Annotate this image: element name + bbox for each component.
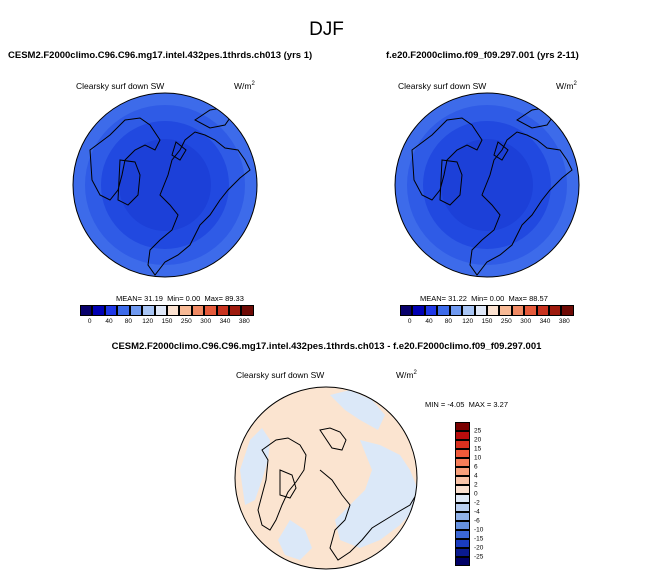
colorbar-swatch xyxy=(104,305,118,316)
left-variable-label: Clearsky surf down SW xyxy=(76,81,165,91)
difference-colorbar-swatch xyxy=(455,521,470,530)
difference-colorbar-swatch xyxy=(455,440,470,449)
colorbar-swatch xyxy=(229,305,242,316)
left-stats: MEAN= 31.19 Min= 0.00 Max= 89.33 xyxy=(116,294,244,303)
colorbar-tick-label: 0 xyxy=(87,318,92,325)
difference-colorbar-tick-label: -6 xyxy=(474,517,480,525)
difference-colorbar-tick-label: 6 xyxy=(474,463,478,471)
colorbar-tick-label: 340 xyxy=(539,318,551,325)
colorbar-swatch xyxy=(80,305,93,316)
right-colorbar-labels: 0 40 80 120 150 250 300 340 380 xyxy=(400,318,574,328)
colorbar-swatch xyxy=(400,305,413,316)
difference-colorbar-swatch xyxy=(455,476,470,485)
colorbar-swatch xyxy=(511,305,525,316)
colorbar-tick-label: 80 xyxy=(124,318,132,325)
colorbar-swatch xyxy=(561,305,574,316)
colorbar-tick-label: 150 xyxy=(481,318,493,325)
difference-variable-label: Clearsky surf down SW xyxy=(236,370,325,380)
difference-colorbar-swatch xyxy=(455,539,470,548)
difference-colorbar-tick-label: 0 xyxy=(474,490,478,498)
difference-colorbar-swatch xyxy=(455,557,470,566)
difference-colorbar-swatch xyxy=(455,431,470,440)
right-case-title: f.e20.F2000climo.f09_f09.297.001 (yrs 2-… xyxy=(386,50,579,61)
colorbar-tick-label: 40 xyxy=(425,318,433,325)
difference-colorbar-swatch xyxy=(455,503,470,512)
difference-colorbar-tick-label: -4 xyxy=(474,508,480,516)
difference-colorbar-swatch xyxy=(455,530,470,539)
colorbar-swatch xyxy=(486,305,500,316)
colorbar-swatch xyxy=(117,305,130,316)
difference-colorbar-tick-label: -15 xyxy=(474,535,484,543)
right-units-label: W/m2 xyxy=(556,81,577,91)
colorbar-swatch xyxy=(524,305,537,316)
difference-colorbar-labels: 25 20 15 10 6 4 2 0 -2 -4 -6 -10 -15 -20 -25 xyxy=(474,422,494,566)
difference-colorbar-tick-label: 10 xyxy=(474,454,482,462)
difference-colorbar-tick-label: -2 xyxy=(474,499,480,507)
colorbar-tick-label: 250 xyxy=(180,318,192,325)
colorbar-swatch xyxy=(412,305,425,316)
difference-colorbar-tick-label: -10 xyxy=(474,526,484,534)
colorbar-tick-label: 0 xyxy=(407,318,412,325)
colorbar-swatch xyxy=(449,305,463,316)
colorbar-swatch xyxy=(437,305,450,316)
colorbar-tick-label: 120 xyxy=(462,318,474,325)
colorbar-tick-label: 40 xyxy=(105,318,113,325)
colorbar-swatch xyxy=(462,305,475,316)
difference-colorbar-tick-label: 2 xyxy=(474,481,478,489)
colorbar-swatch xyxy=(154,305,167,316)
difference-colorbar-tick-label: 15 xyxy=(474,445,482,453)
left-colorbar xyxy=(80,305,254,316)
difference-colorbar-swatch xyxy=(455,422,470,431)
colorbar-swatch xyxy=(204,305,217,316)
difference-colorbar xyxy=(455,422,470,566)
difference-colorbar-tick-label: 4 xyxy=(474,472,478,480)
colorbar-swatch xyxy=(536,305,550,316)
colorbar-tick-label: 120 xyxy=(142,318,154,325)
right-colorbar xyxy=(400,305,574,316)
difference-colorbar-tick-label: -20 xyxy=(474,544,484,552)
colorbar-tick-label: 150 xyxy=(161,318,173,325)
colorbar-swatch xyxy=(179,305,192,316)
colorbar-tick-label: 380 xyxy=(238,318,250,325)
left-case-title: CESM2.F2000climo.C96.C96.mg17.intel.432p… xyxy=(8,50,313,61)
colorbar-tick-label: 300 xyxy=(200,318,212,325)
colorbar-swatch xyxy=(92,305,105,316)
difference-colorbar-tick-label: 25 xyxy=(474,427,482,435)
difference-colorbar-swatch xyxy=(455,548,470,557)
page-title: DJF xyxy=(309,19,344,40)
colorbar-tick-label: 300 xyxy=(520,318,532,325)
colorbar-tick-label: 80 xyxy=(444,318,452,325)
difference-colorbar-tick-label: -25 xyxy=(474,553,484,561)
colorbar-tick-label: 340 xyxy=(219,318,231,325)
difference-colorbar-swatch xyxy=(455,467,470,476)
difference-colorbar-swatch xyxy=(455,449,470,458)
colorbar-swatch xyxy=(499,305,512,316)
difference-colorbar-swatch xyxy=(455,458,470,467)
difference-units-label: W/m2 xyxy=(396,370,417,380)
difference-colorbar-tick-label: 20 xyxy=(474,436,482,444)
colorbar-swatch xyxy=(191,305,205,316)
left-colorbar-labels: 0 40 80 120 150 250 300 340 380 xyxy=(80,318,254,328)
colorbar-swatch xyxy=(549,305,562,316)
difference-colorbar-swatch xyxy=(455,485,470,494)
colorbar-swatch xyxy=(166,305,180,316)
colorbar-swatch xyxy=(241,305,254,316)
colorbar-tick-label: 380 xyxy=(558,318,570,325)
right-stats: MEAN= 31.22 Min= 0.00 Max= 88.57 xyxy=(420,294,548,303)
colorbar-swatch xyxy=(474,305,487,316)
colorbar-swatch xyxy=(129,305,143,316)
colorbar-swatch xyxy=(216,305,230,316)
difference-title: CESM2.F2000climo.C96.C96.mg17.intel.432p… xyxy=(111,341,542,352)
difference-colorbar-swatch xyxy=(455,494,470,503)
colorbar-swatch xyxy=(142,305,155,316)
right-variable-label: Clearsky surf down SW xyxy=(398,81,487,91)
colorbar-tick-label: 250 xyxy=(500,318,512,325)
difference-colorbar-swatch xyxy=(455,512,470,521)
colorbar-swatch xyxy=(424,305,438,316)
left-units-label: W/m2 xyxy=(234,81,255,91)
difference-stats: MIN = -4.05 MAX = 3.27 xyxy=(425,400,509,409)
